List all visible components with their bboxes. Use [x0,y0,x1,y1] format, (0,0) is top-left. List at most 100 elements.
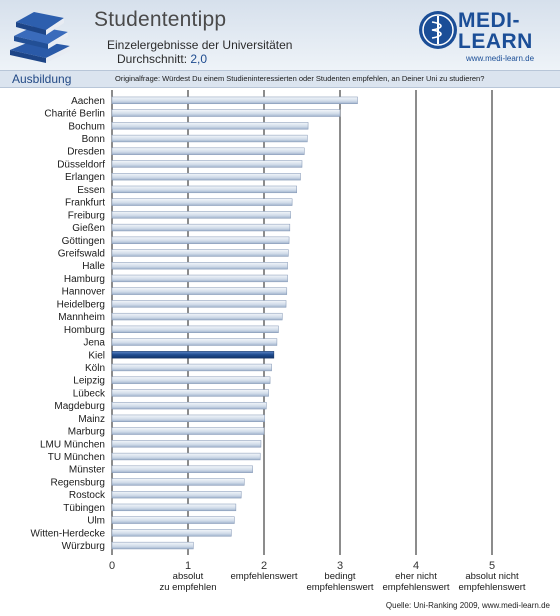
category-label-13: Halle [82,261,105,272]
bar-4 [111,147,305,155]
category-label-26: Marburg [68,427,105,438]
bar-13 [111,262,288,270]
bar-15 [111,287,288,295]
medi-learn-logo-icon [419,11,457,49]
bar-22 [111,376,271,384]
bar-34 [111,529,232,537]
category-label-23: Lübeck [73,388,106,399]
bar-8 [111,198,293,206]
category-label-17: Mannheim [58,312,105,323]
bar-16 [111,300,287,308]
average-label: Durchschnitt: [117,52,188,66]
bars [111,96,358,550]
bar-6 [111,173,301,181]
bar-3 [111,134,308,143]
category-label-7: Essen [77,185,105,196]
bar-5 [111,160,303,168]
bar-17 [111,312,283,321]
category-label-30: Regensburg [51,477,105,488]
x-tick-label-4: 4 [413,560,419,572]
header-banner [0,0,560,70]
x-tick-label-5: 5 [489,560,495,572]
bar-24 [111,401,267,410]
x-tick-description-4: eher nicht empfehlenswert [382,571,449,593]
bar-10 [111,223,291,232]
category-label-35: Würzburg [62,541,105,552]
x-tick-label-1: 1 [185,560,191,572]
logo-brand-text: MEDI- LEARN [458,9,533,53]
bar-7 [111,185,297,194]
category-label-29: Münster [69,465,106,476]
category-label-6: Erlangen [65,172,105,183]
category-label-15: Hannover [62,287,106,298]
bar-28 [111,452,261,461]
bar-14 [111,274,288,283]
original-question: Originalfrage: Würdest Du einem Studieni… [115,74,485,83]
category-label-22: Leipzig [73,376,105,387]
category-label-32: Tübingen [63,503,105,514]
category-label-2: Bochum [68,121,105,132]
page-subtitle: Einzelergebnisse der Universitäten Durch… [107,38,292,66]
bar-1 [111,109,341,117]
x-tick-description-1: absolut zu empfehlen [159,571,216,593]
category-label-25: Mainz [78,414,105,425]
logo-brand: MEDI- LEARN [458,10,533,52]
bar-20 [111,351,275,359]
category-label-8: Frankfurt [65,198,105,209]
category-label-0: Aachen [71,96,105,107]
category-label-19: Jena [83,338,105,349]
bar-35 [111,541,194,550]
bar-2 [111,122,309,130]
category-label-10: Gießen [72,223,105,234]
category-label-34: Witten-Herdecke [31,528,106,539]
category-label-28: TU München [48,452,105,463]
x-tick-description-2: empfehlenswert [230,571,297,582]
bar-30 [111,478,245,486]
category-label-3: Bonn [82,134,105,145]
bar-11 [111,236,290,244]
x-tick-description-5: absolut nicht empfehlenswert [458,571,525,593]
source-note: Quelle: Uni-Ranking 2009, www.medi-learn… [385,601,550,610]
category-label-9: Freiburg [68,210,105,221]
x-tick-label-2: 2 [261,560,267,572]
bar-25 [111,414,266,423]
category-label-21: Köln [85,363,105,374]
bar-9 [111,211,291,219]
bar-23 [111,389,269,397]
bar-31 [111,491,242,499]
x-tick-label-0: 0 [109,560,115,572]
bar-26 [111,427,265,435]
category-label-31: Rostock [69,490,106,501]
bar-29 [111,465,253,473]
category-label-4: Dresden [67,147,105,158]
category-label-11: Göttingen [62,236,105,247]
x-tick-description-3: bedingt empfehlenswert [306,571,373,593]
bar-12 [111,249,289,257]
category-label-16: Heidelberg [57,299,105,310]
bar-27 [111,440,262,448]
bar-32 [111,503,237,512]
category-label-12: Greifswald [58,249,105,260]
bar-19 [111,338,278,346]
average-line: Durchschnitt: 2,0 [107,52,292,66]
category-label-14: Hamburg [64,274,105,285]
average-value: 2,0 [190,52,208,66]
category-label-20: Kiel [88,350,105,361]
subtitle-line: Einzelergebnisse der Universitäten [107,38,293,52]
bar-18 [111,325,279,333]
bar-33 [111,516,235,524]
page-title: Studententipp [94,8,227,31]
bar-0 [111,96,358,105]
bar-21 [111,363,272,372]
x-tick-label-3: 3 [337,560,343,572]
category-label-1: Charité Berlin [44,109,105,120]
category-label-24: Magdeburg [54,401,105,412]
section-label: Ausbildung [12,72,72,86]
category-label-18: Homburg [64,325,105,336]
section-strip [0,70,560,88]
category-label-33: Ulm [87,516,105,527]
books-icon [10,12,70,63]
